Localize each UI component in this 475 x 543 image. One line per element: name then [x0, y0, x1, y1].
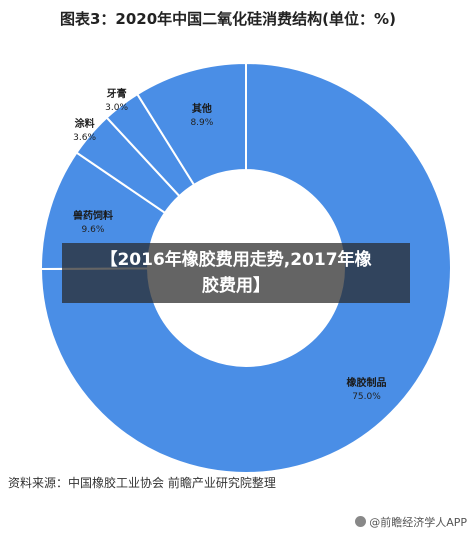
- credit-logo-icon: [355, 516, 367, 527]
- chart-title: 图表3：2020年中国二氧化硅消费结构(单位：%): [60, 10, 396, 28]
- slice-label-4: 其他: [192, 102, 212, 115]
- slice-value-2: 3.6%: [73, 133, 96, 143]
- slice-label-2: 涂料: [75, 117, 95, 130]
- credit-text: @前瞻经济学人APP: [369, 516, 467, 529]
- slice-label-0: 橡胶制品: [346, 376, 386, 389]
- slice-value-0: 75.0%: [352, 392, 381, 402]
- overlay-line-2: 胶费用】: [202, 276, 270, 296]
- slice-value-3: 3.0%: [105, 103, 128, 113]
- source-note: 资料来源：中国橡胶工业协会 前瞻产业研究院整理: [8, 476, 276, 490]
- slice-label-1: 兽药饲料: [73, 209, 113, 222]
- slice-label-3: 牙膏: [107, 87, 127, 100]
- overlay-banner: 【2016年橡胶费用走势,2017年橡 胶费用】: [62, 243, 410, 303]
- credit: @前瞻经济学人APP: [355, 514, 467, 530]
- slice-4: [135, 61, 247, 187]
- overlay-line-1: 【2016年橡胶费用走势,2017年橡: [100, 250, 372, 270]
- slice-value-4: 8.9%: [190, 118, 213, 128]
- slice-value-1: 9.6%: [82, 225, 105, 235]
